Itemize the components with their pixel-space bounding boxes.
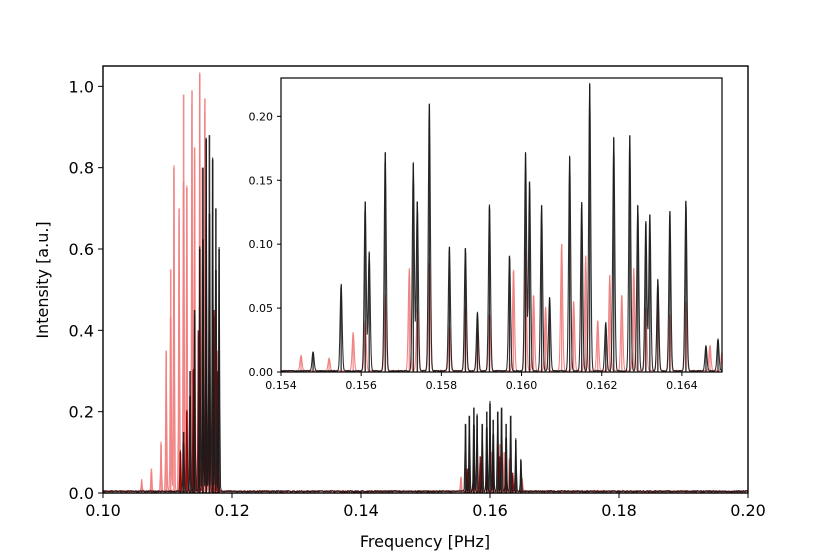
main-x-tick-label: 0.20 — [730, 501, 766, 520]
main-y-tick-label: 1.0 — [69, 77, 94, 96]
inset-axes-frame — [280, 77, 723, 373]
main-y-ticks: 0.0 0.2 0.4 0.6 0.8 1.0 — [69, 77, 103, 503]
inset-y-tick-label: 0.10 — [249, 238, 274, 251]
main-y-tick-label: 0.8 — [69, 159, 94, 178]
inset-plot-area: 0.154 0.156 0.158 0.160 0.162 0.164 0.000.050… — [249, 77, 723, 392]
main-y-tick-label: 0.2 — [69, 403, 94, 422]
inset-x-ticks: 0.154 0.156 0.158 0.160 0.162 0.164 — [265, 372, 698, 392]
y-axis-label: Intensity [a.u.] — [33, 221, 52, 338]
inset-series-line-1 — [280, 82, 723, 372]
inset-x-tick-label: 0.156 — [345, 379, 377, 392]
main-x-tick-label: 0.12 — [214, 501, 250, 520]
inset-x-tick-label: 0.160 — [506, 379, 538, 392]
inset-x-tick-label: 0.162 — [586, 379, 618, 392]
main-x-tick-label: 0.10 — [85, 501, 121, 520]
main-x-ticks: 0.10 0.12 0.14 0.16 0.18 0.20 — [85, 493, 766, 520]
main-y-tick-label: 0.4 — [69, 321, 94, 340]
inset-x-tick-label: 0.164 — [666, 379, 698, 392]
main-plot-area: 0.10 0.12 0.14 0.16 0.18 0.20 0.0 0.2 0.4 0.6 0.8… — [33, 65, 766, 551]
main-axes-frame — [102, 65, 749, 494]
inset-y-tick-label: 0.20 — [249, 110, 274, 123]
inset-y-ticks: 0.00 0.05 0.10 0.15 0.20 — [249, 110, 281, 379]
inset-x-tick-label: 0.154 — [265, 379, 297, 392]
main-x-tick-label: 0.18 — [601, 501, 637, 520]
main-y-tick-label: 0.0 — [69, 484, 94, 503]
inset-background — [281, 78, 722, 372]
main-x-tick-label: 0.16 — [472, 501, 508, 520]
main-x-tick-label: 0.14 — [343, 501, 379, 520]
inset-x-tick-label: 0.158 — [426, 379, 458, 392]
main-series-group — [102, 72, 749, 493]
inset-y-tick-label: 0.00 — [249, 366, 274, 379]
inset-y-tick-label: 0.15 — [249, 174, 274, 187]
main-y-tick-label: 0.6 — [69, 240, 94, 259]
x-axis-label: Frequency [PHz] — [360, 532, 490, 551]
main-series-line-2 — [102, 137, 749, 493]
inset-y-tick-label: 0.05 — [249, 302, 274, 315]
